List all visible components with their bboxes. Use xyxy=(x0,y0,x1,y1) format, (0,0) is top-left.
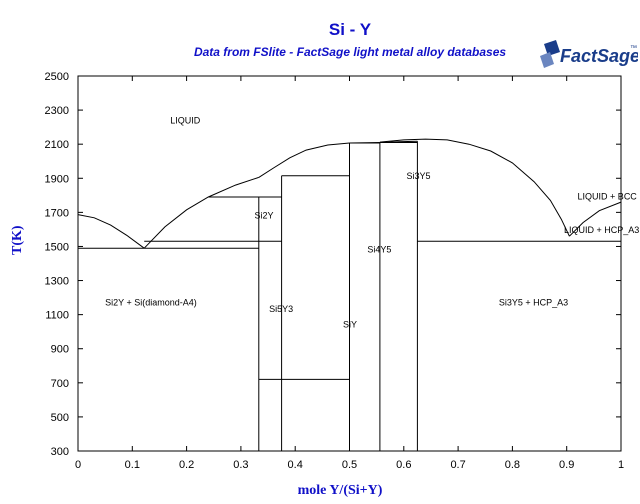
phase-line-liquidus-si5y3 xyxy=(258,142,350,178)
x-tick-label: 0.6 xyxy=(396,459,411,471)
region-label-liquid: LIQUID xyxy=(170,116,201,126)
factsage-logo-mark-icon xyxy=(540,40,560,68)
phase-line-liquidus-y xyxy=(569,201,622,237)
diagram-subtitle: Data from FSlite - FactSage light metal … xyxy=(193,45,507,59)
y-tick-label: 1300 xyxy=(45,276,69,288)
x-tick-label: 0.3 xyxy=(233,459,248,471)
phase-line-liquidus-si3y5-dome xyxy=(379,138,570,237)
y-tick-label: 1700 xyxy=(45,207,69,219)
x-tick-label: 0 xyxy=(75,459,81,471)
region-label-si2y-si: Si2Y + Si(diamond-A4) xyxy=(105,297,197,307)
region-label-liquid-hcp: LIQUID + HCP_A3 xyxy=(564,225,639,235)
y-tick-label: 1900 xyxy=(45,173,69,185)
phase-boundaries xyxy=(77,138,622,451)
region-labels: LIQUID Si2Y Si3Y5 LIQUID + BCC LIQUID + HCP_… xyxy=(105,116,639,330)
y-tick-label: 900 xyxy=(51,344,69,356)
region-label-si4y5: Si4Y5 xyxy=(367,244,391,254)
diagram-title: Si - Y xyxy=(328,20,372,39)
y-tick-label: 2500 xyxy=(45,71,69,83)
region-label-si3y5-hcp: Si3Y5 + HCP_A3 xyxy=(499,297,568,307)
y-tick-label: 2300 xyxy=(45,105,69,117)
region-label-si3y5-upper: Si3Y5 xyxy=(407,171,431,181)
y-tick-label: 500 xyxy=(51,412,69,424)
x-tick-label: 0.8 xyxy=(505,459,520,471)
region-label-si5y3: Si5Y3 xyxy=(269,304,293,314)
logo-trademark: ™ xyxy=(630,45,637,52)
x-tick-label: 0.2 xyxy=(179,459,194,471)
region-label-si2y-upper: Si2Y xyxy=(254,210,273,220)
x-tick-label: 0.5 xyxy=(342,459,357,471)
x-axis-ticks: 0 0.1 0.2 0.3 0.4 0.5 0.6 0.7 0.8 0.9 1 xyxy=(75,76,624,471)
x-tick-label: 0.4 xyxy=(288,459,303,471)
y-tick-label: 700 xyxy=(51,378,69,390)
y-tick-label: 1100 xyxy=(45,310,69,322)
y-tick-label: 2100 xyxy=(45,139,69,151)
y-tick-label: 300 xyxy=(51,446,69,458)
region-label-liquid-bcc: LIQUID + BCC xyxy=(578,192,638,202)
factsage-logo: FactSage ™ xyxy=(540,40,638,68)
x-axis-label: mole Y/(Si+Y) xyxy=(297,483,383,498)
phase-line-liquidus-si xyxy=(77,214,145,249)
x-tick-label: 1 xyxy=(618,459,624,471)
y-tick-label: 1500 xyxy=(45,241,69,253)
x-tick-label: 0.9 xyxy=(559,459,574,471)
x-tick-label: 0.1 xyxy=(125,459,140,471)
logo-text: FactSage xyxy=(560,46,638,66)
phase-line-liquidus-si2y-left xyxy=(143,176,259,249)
y-axis-label: T(K) xyxy=(10,225,25,255)
y-axis-ticks: 300 500 700 900 1100 1300 1500 1700 1900 2100 2300… xyxy=(45,71,621,458)
x-tick-label: 0.7 xyxy=(450,459,465,471)
region-label-siy: SiY xyxy=(343,319,357,329)
